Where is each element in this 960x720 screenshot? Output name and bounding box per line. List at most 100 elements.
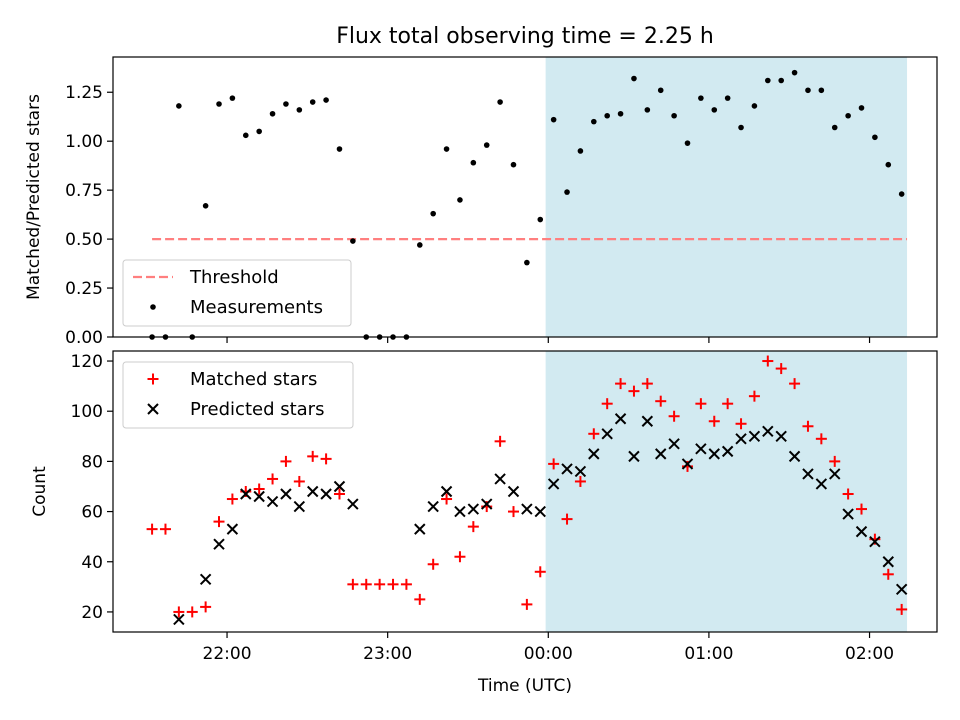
observing-window-shade bbox=[545, 57, 908, 337]
ratio-x-ticks bbox=[226, 337, 871, 343]
matched-star-point bbox=[253, 483, 265, 495]
count-legend-box bbox=[122, 361, 354, 429]
count-y-axis-label: Count bbox=[30, 466, 50, 517]
matched-star-point bbox=[186, 606, 198, 618]
measurement-point bbox=[818, 87, 825, 94]
predicted-star-point bbox=[895, 583, 908, 596]
measurement-point bbox=[216, 101, 222, 107]
predicted-star-point bbox=[655, 448, 667, 460]
cross-stroke bbox=[695, 443, 707, 455]
cross-stroke bbox=[561, 463, 573, 475]
measurement-point bbox=[711, 107, 718, 113]
measurement-point bbox=[336, 146, 343, 152]
y-tick-label: 1.00 bbox=[65, 132, 103, 152]
cross-stroke bbox=[307, 485, 319, 498]
cross-stroke bbox=[895, 583, 908, 596]
cross-stroke bbox=[628, 450, 640, 463]
predicted-star-point bbox=[788, 450, 801, 463]
y-tick-label: 1.25 bbox=[65, 83, 103, 103]
y-tick-label: 80 bbox=[81, 452, 103, 472]
matched-star-point bbox=[856, 503, 868, 515]
matched-star-point bbox=[722, 398, 734, 410]
matched-star-point bbox=[441, 493, 453, 505]
count-legend: Matched stars Predicted stars bbox=[122, 361, 354, 429]
matched-star-point bbox=[267, 473, 279, 485]
predicted-star-point bbox=[802, 468, 814, 480]
predicted-star-point bbox=[735, 433, 747, 445]
measurement-point bbox=[724, 95, 731, 101]
cross-stroke bbox=[655, 448, 667, 460]
matched-star-point bbox=[400, 578, 412, 590]
ratio-legend-box bbox=[122, 259, 352, 327]
matched-star-point bbox=[333, 488, 345, 500]
matched-star-point bbox=[735, 418, 747, 430]
x-tick-label: 22:00 bbox=[203, 644, 252, 664]
ratio-plot-frame bbox=[112, 56, 938, 338]
measurement-point bbox=[577, 148, 584, 154]
matched-star-point bbox=[882, 568, 894, 580]
cross-stroke bbox=[815, 478, 828, 490]
measurement-point bbox=[657, 87, 664, 94]
legend-matched-label: Matched stars bbox=[190, 369, 317, 390]
predicted-star-point bbox=[347, 498, 359, 510]
matched-star-point bbox=[802, 420, 814, 432]
matched-star-point bbox=[173, 606, 185, 618]
predicted-star-point bbox=[253, 490, 265, 503]
matched-star-point bbox=[360, 578, 372, 590]
predicted-star-point bbox=[173, 613, 185, 626]
cross-stroke bbox=[855, 525, 868, 538]
matched-star-point bbox=[387, 578, 399, 590]
measurement-point bbox=[564, 189, 570, 195]
predicted-star-point bbox=[588, 448, 600, 460]
measurement-point bbox=[524, 259, 530, 266]
predicted-star-point bbox=[280, 488, 292, 500]
y-tick-label: 40 bbox=[81, 553, 103, 573]
matched-star-point bbox=[748, 390, 760, 402]
matched-star-point bbox=[293, 475, 305, 487]
count-x-ticks: 22:00 23:00 00:00 01:00 02:00 bbox=[203, 632, 894, 664]
figure-title: Flux total observing time = 2.25 h bbox=[336, 24, 714, 49]
matched-star-point bbox=[548, 458, 560, 470]
cross-stroke bbox=[775, 430, 787, 443]
predicted-star-point bbox=[882, 556, 894, 568]
y-tick-label: 0.25 bbox=[65, 279, 103, 299]
cross-stroke bbox=[481, 498, 493, 510]
measurement-point bbox=[805, 87, 811, 94]
cross-stroke bbox=[199, 573, 212, 586]
matched-star-point bbox=[347, 578, 359, 590]
measurement-point bbox=[242, 132, 249, 139]
legend-predicted-label: Predicted stars bbox=[190, 399, 324, 420]
measurement-point bbox=[350, 238, 356, 244]
cross-stroke bbox=[574, 465, 587, 478]
measurement-point bbox=[457, 197, 463, 203]
predicted-star-point bbox=[293, 500, 306, 513]
measurement-point bbox=[483, 142, 490, 148]
cross-stroke bbox=[427, 500, 439, 513]
measurement-point bbox=[229, 95, 236, 101]
cross-stroke bbox=[266, 495, 279, 508]
cross-stroke bbox=[333, 480, 346, 493]
matched-star-point bbox=[789, 378, 801, 390]
cross-stroke bbox=[226, 523, 239, 535]
predicted-star-point bbox=[521, 503, 533, 515]
predicted-star-point bbox=[601, 428, 613, 440]
cross-stroke bbox=[173, 613, 185, 626]
measurement-point bbox=[738, 124, 744, 131]
cross-stroke bbox=[829, 468, 841, 480]
measurement-point bbox=[604, 112, 610, 119]
cross-stroke bbox=[320, 488, 332, 500]
predicted-star-point bbox=[775, 430, 787, 443]
cross-stroke bbox=[708, 448, 720, 460]
cross-stroke bbox=[494, 473, 506, 485]
cross-stroke bbox=[534, 505, 546, 518]
matched-star-point bbox=[280, 455, 292, 467]
measurement-point bbox=[430, 210, 436, 217]
matched-star-point bbox=[307, 450, 319, 462]
measurement-point bbox=[765, 77, 771, 84]
count-plot-frame bbox=[112, 350, 938, 633]
observing-window-shade bbox=[545, 351, 908, 632]
cross-stroke bbox=[762, 425, 774, 437]
measurement-point bbox=[202, 203, 209, 209]
measurement-point bbox=[283, 101, 289, 107]
